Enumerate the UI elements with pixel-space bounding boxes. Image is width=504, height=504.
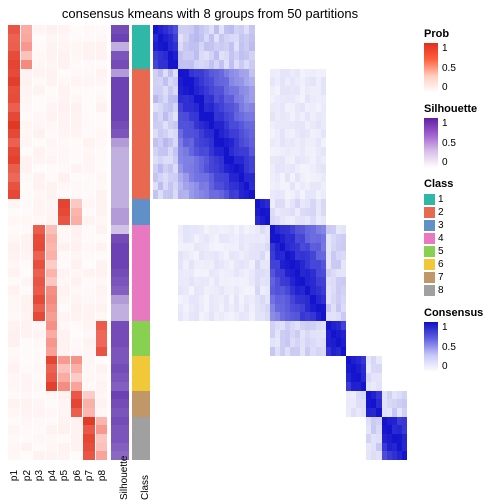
- prob-col-labels: p1p2p3p4p5p6p7p8: [8, 462, 108, 473]
- sil-legend: Silhouette 10.50: [424, 103, 500, 168]
- consensus-heatmap: [153, 25, 407, 460]
- consensus-gradient: [424, 322, 438, 372]
- heatmap-area: [8, 25, 408, 460]
- class-column: [132, 25, 150, 460]
- prob-gradient: [424, 43, 438, 93]
- class-axis-label: Class: [140, 475, 151, 500]
- legends: Prob 10.50 Silhouette 10.50 Class 123456…: [424, 28, 500, 382]
- prob-legend: Prob 10.50: [424, 28, 500, 93]
- consensus-legend: Consensus 10.50: [424, 307, 500, 372]
- plot-title: consensus kmeans with 8 groups from 50 p…: [0, 6, 420, 21]
- membership-heatmap: [8, 25, 108, 460]
- class-legend: Class 12345678: [424, 178, 500, 297]
- silhouette-column: [111, 25, 129, 460]
- sil-axis-label: Silhouette: [119, 456, 130, 500]
- sil-gradient: [424, 118, 438, 168]
